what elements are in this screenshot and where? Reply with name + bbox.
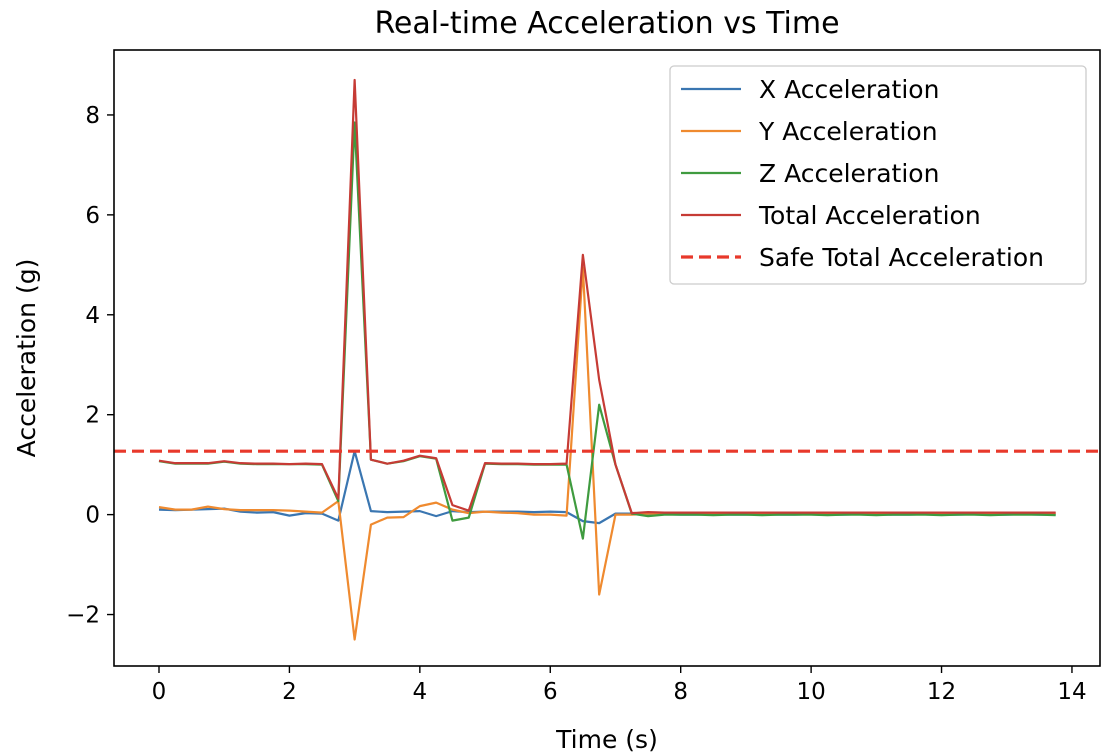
x-tick-label: 2 (282, 679, 297, 705)
chart-title: Real-time Acceleration vs Time (374, 6, 839, 41)
series-group (114, 78, 1100, 641)
legend-label: Safe Total Acceleration (759, 243, 1044, 272)
x-tick-label: 0 (152, 679, 167, 705)
y-axis-label: Acceleration (g) (12, 259, 41, 458)
legend-label: Z Acceleration (759, 159, 939, 188)
x-axis-ticks: 0 2 4 6 8 10 12 14 (152, 666, 1087, 705)
y-tick-label: 6 (85, 203, 100, 229)
x-tick-label: 12 (927, 679, 956, 705)
plot-area (114, 78, 1100, 641)
legend-label: X Acceleration (759, 75, 939, 104)
x-tick-label: 6 (543, 679, 558, 705)
x-axis-label: Time (s) (555, 725, 658, 754)
y-tick-label: 0 (85, 503, 100, 529)
x-tick-label: 4 (413, 679, 428, 705)
series-line-total-acceleration (158, 78, 1056, 515)
plot-frame (113, 49, 1101, 667)
y-tick-label: −2 (66, 603, 100, 629)
legend-label: Y Acceleration (758, 117, 938, 146)
x-tick-label: 8 (673, 679, 688, 705)
x-tick-label: 10 (796, 679, 825, 705)
series-line-y-acceleration (158, 266, 1056, 641)
legend-label: Total Acceleration (758, 201, 981, 230)
y-tick-label: 2 (85, 403, 100, 429)
legend-box (669, 65, 1087, 285)
legend: X Acceleration Y Acceleration Z Accelerati… (669, 65, 1087, 285)
y-axis-ticks: −2 0 2 4 6 8 (66, 103, 114, 629)
y-tick-label: 4 (85, 303, 100, 329)
x-tick-label: 14 (1057, 679, 1086, 705)
y-tick-label: 8 (85, 103, 100, 129)
legend-items: X Acceleration Y Acceleration Z Accelerati… (681, 75, 1044, 272)
